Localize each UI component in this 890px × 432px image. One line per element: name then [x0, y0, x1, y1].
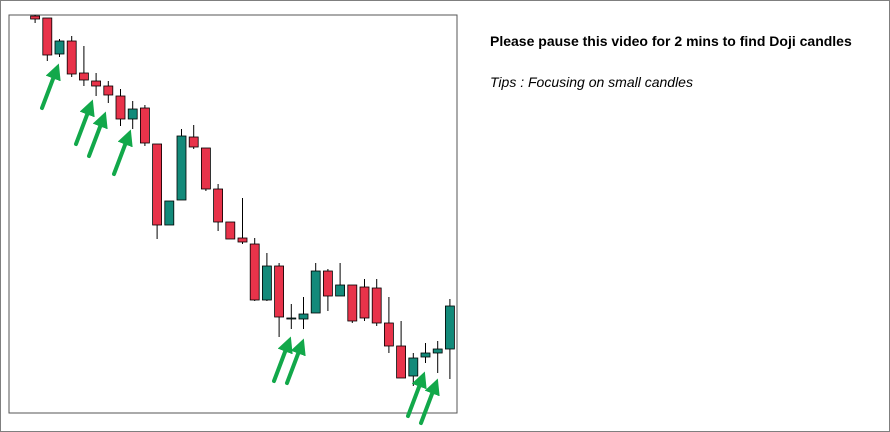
- candle-body: [261, 265, 272, 301]
- instruction-tips: Tips : Focusing on small candles: [490, 74, 693, 90]
- candle-body: [103, 85, 114, 96]
- arrow: [285, 338, 306, 385]
- candle-body: [335, 284, 346, 297]
- candle-body: [359, 286, 370, 319]
- candle-body: [322, 270, 333, 297]
- candle-body: [396, 345, 407, 379]
- candle-body: [152, 143, 163, 226]
- arrow: [112, 129, 133, 176]
- candle-body: [127, 108, 138, 120]
- plot-frame: [8, 14, 458, 414]
- candle-body: [249, 243, 260, 301]
- candle-body: [408, 357, 419, 377]
- arrows: [40, 63, 440, 425]
- candle-body: [237, 237, 248, 243]
- candle-body: [188, 136, 199, 148]
- candle-body: [432, 348, 443, 354]
- candle-body: [444, 305, 455, 350]
- candle-body: [298, 313, 309, 320]
- candle-body: [54, 40, 65, 55]
- candles: [30, 15, 455, 386]
- candle-body: [371, 287, 382, 324]
- candle-body: [383, 322, 394, 347]
- candle-body: [79, 72, 89, 81]
- candle-body: [200, 147, 211, 190]
- candle-body: [66, 40, 77, 75]
- candle-body: [420, 352, 431, 358]
- candle-body: [310, 270, 321, 314]
- candle-body: [115, 95, 126, 120]
- candle-body: [225, 221, 236, 240]
- arrow: [40, 63, 61, 110]
- candle-body: [286, 317, 297, 320]
- candle-body: [274, 265, 285, 318]
- arrow: [419, 378, 440, 425]
- arrow: [406, 371, 427, 418]
- arrow: [74, 99, 95, 146]
- candle-body: [30, 15, 41, 20]
- arrow: [87, 111, 108, 158]
- candle-body: [91, 80, 101, 87]
- candle-body: [164, 200, 175, 226]
- arrow: [272, 336, 293, 383]
- candle-body: [139, 107, 150, 144]
- candle-body: [176, 135, 187, 201]
- candle-body: [42, 17, 53, 56]
- candle-body: [347, 284, 358, 322]
- chart: [8, 14, 458, 425]
- candle-body: [213, 188, 224, 223]
- instruction-title: Please pause this video for 2 mins to fi…: [490, 33, 852, 49]
